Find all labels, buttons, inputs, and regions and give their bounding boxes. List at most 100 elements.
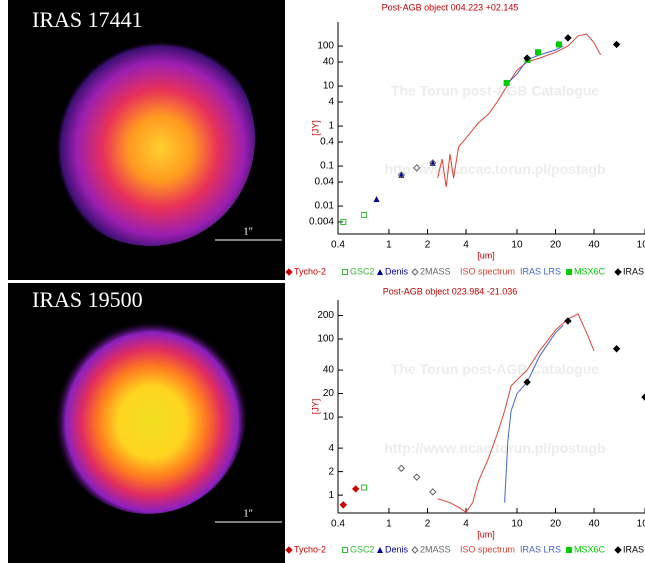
- chart-title: Post-AGB object 004.223 +02.145: [382, 2, 519, 12]
- y-tick-label: 100: [317, 334, 334, 345]
- legend-marker: [377, 547, 383, 553]
- legend-label: ISO spectrum: [460, 266, 515, 276]
- y-axis-label: [JY]: [310, 399, 320, 415]
- point: [351, 485, 360, 493]
- x-tick-label: 0.4: [331, 519, 345, 530]
- legend-marker: [614, 268, 622, 276]
- legend-marker: [285, 546, 293, 554]
- point: [397, 171, 406, 179]
- watermark: The Torun post-AGB Catalogue: [391, 361, 599, 377]
- legend-marker: [411, 268, 419, 276]
- point: [361, 484, 368, 491]
- y-tick-label: 10: [323, 81, 335, 92]
- x-tick-label: 10: [511, 240, 523, 251]
- y-tick-label: 0.1: [320, 161, 334, 172]
- point: [556, 41, 563, 48]
- x-tick-label: 2: [425, 519, 431, 530]
- legend-label: 2MASS: [420, 266, 451, 276]
- spectrum-line: [504, 324, 564, 503]
- y-tick-label: 0.04: [315, 177, 335, 188]
- legend-marker: [566, 547, 572, 553]
- image-blob: [45, 30, 255, 246]
- x-tick-label: 10: [511, 519, 523, 530]
- legend-marker: [285, 268, 293, 276]
- legend-label: 2MASS: [420, 544, 451, 554]
- y-tick-label: 4: [328, 443, 334, 454]
- x-tick-label: 100: [637, 519, 645, 530]
- y-tick-label: 20: [323, 388, 335, 399]
- chart-title: Post-AGB object 023.984 -21.036: [383, 286, 518, 296]
- point: [612, 40, 621, 49]
- x-tick-label: 40: [588, 240, 600, 251]
- legend-label: ISO spectrum: [460, 544, 515, 554]
- legend-marker: [566, 269, 572, 275]
- legend-marker: [377, 269, 383, 275]
- point: [361, 211, 368, 218]
- spectrum-line: [437, 313, 595, 514]
- legend-label: Denis: [385, 266, 409, 276]
- x-tick-label: 0.4: [331, 240, 345, 251]
- x-tick-label: 4: [463, 519, 469, 530]
- x-tick-label: 20: [550, 240, 562, 251]
- y-tick-label: 40: [323, 57, 335, 68]
- point: [564, 34, 572, 42]
- y-tick-label: 40: [323, 365, 335, 376]
- point: [397, 464, 406, 473]
- legend-marker: [342, 269, 348, 275]
- y-tick-label: 4: [328, 97, 334, 108]
- legend-label: GSC2: [350, 544, 375, 554]
- point: [523, 378, 531, 386]
- point: [641, 393, 645, 401]
- spectrum-line: [437, 33, 602, 188]
- x-tick-label: 1: [386, 240, 392, 251]
- y-tick-label: 200: [317, 310, 334, 321]
- image-label: IRAS 17441: [32, 7, 143, 32]
- legend-label: Denis: [385, 544, 409, 554]
- x-tick-label: 1: [386, 519, 392, 530]
- legend-label: MSX6C: [574, 266, 606, 276]
- legend-label: IRAS LRS: [520, 266, 561, 276]
- y-tick-label: 0.01: [315, 201, 335, 212]
- y-tick-label: 2: [328, 466, 334, 477]
- watermark: http://www.ncac.torun.pl/postagb: [384, 161, 605, 177]
- y-axis-label: [JY]: [310, 120, 320, 136]
- point: [373, 196, 380, 203]
- point: [413, 473, 421, 481]
- x-tick-label: 4: [463, 240, 469, 251]
- point: [413, 164, 421, 172]
- legend-marker: [411, 546, 419, 554]
- point: [612, 345, 621, 353]
- legend-label: Tycho-2: [294, 544, 326, 554]
- point: [340, 218, 347, 225]
- point: [564, 317, 572, 325]
- legend-label: Tycho-2: [294, 266, 326, 276]
- x-tick-label: 100: [637, 240, 645, 251]
- x-tick-label: 20: [550, 519, 562, 530]
- y-tick-label: 1: [328, 490, 334, 501]
- y-tick-label: 100: [317, 41, 334, 52]
- image-label: IRAS 19500: [32, 287, 143, 312]
- point: [503, 79, 510, 86]
- watermark: http://www.ncac.torun.pl/postagb: [384, 440, 605, 456]
- watermark: The Torun post-AGB Catalogue: [391, 83, 599, 99]
- y-tick-label: 0.004: [309, 217, 334, 228]
- point: [429, 488, 437, 496]
- legend-label: IRAS: [623, 544, 644, 554]
- legend-marker: [342, 547, 348, 553]
- legend-marker: [614, 546, 622, 554]
- y-tick-label: 0.4: [320, 137, 334, 148]
- legend-label: MSX6C: [574, 544, 606, 554]
- y-tick-label: 1: [328, 121, 334, 132]
- image-blob: [50, 310, 246, 514]
- x-tick-label: 40: [588, 519, 600, 530]
- point: [339, 501, 348, 509]
- point: [535, 49, 542, 56]
- spectrum-line: [504, 45, 564, 87]
- x-axis-label: [um]: [477, 529, 495, 539]
- point: [429, 159, 437, 167]
- x-tick-label: 2: [425, 240, 431, 251]
- scale-label: 1'': [243, 226, 252, 238]
- y-tick-label: 10: [323, 412, 335, 423]
